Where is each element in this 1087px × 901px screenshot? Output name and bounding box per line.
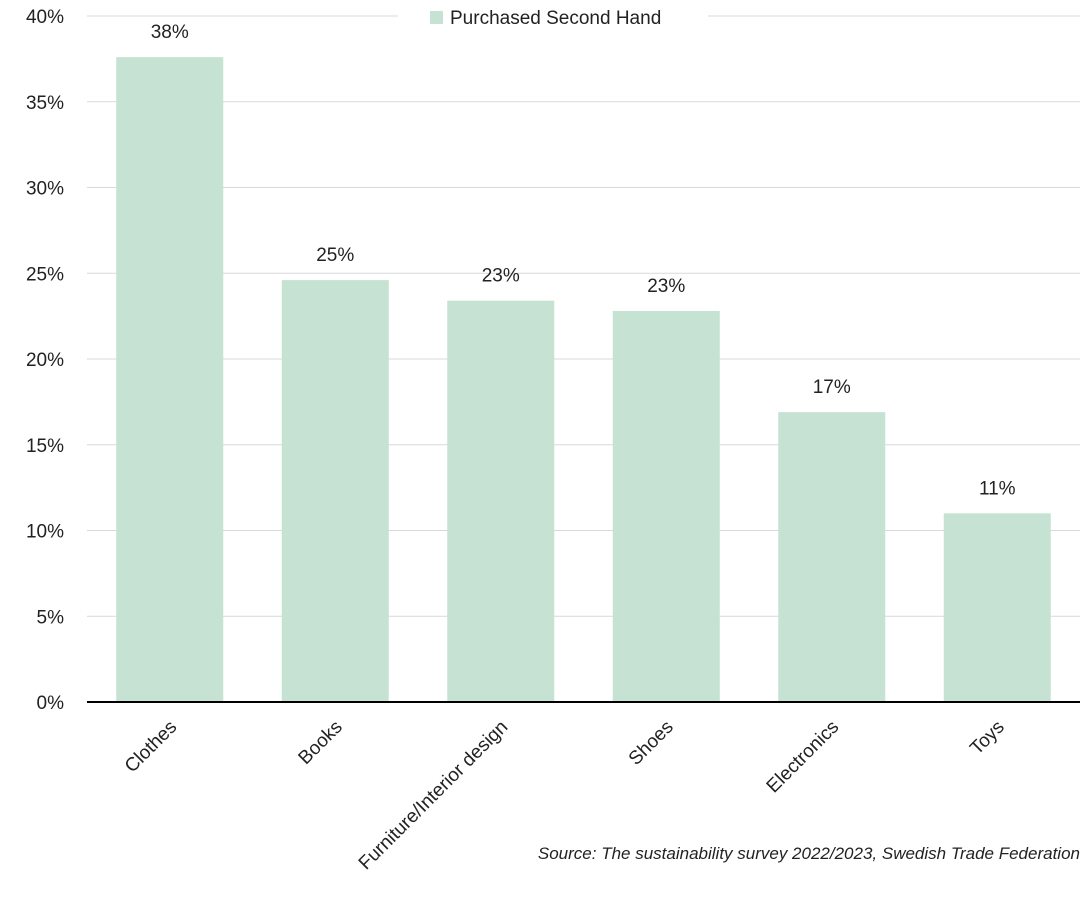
x-category-label: Toys [966,717,1008,759]
source-note: Source: The sustainability survey 2022/2… [538,844,1080,863]
bar [778,412,886,702]
y-tick-label: 20% [26,350,64,371]
bar [281,280,389,702]
data-labels: 38% 25% 23% 23% 17% 11% [151,22,1016,499]
y-tick-label: 30% [26,179,64,200]
legend: Purchased Second Hand [398,4,708,30]
data-label: 23% [647,276,685,297]
bars [116,57,1051,703]
legend-background [398,4,708,30]
y-tick-label: 15% [26,436,64,457]
bar [116,57,224,703]
x-category-label: Electronics [763,717,844,798]
legend-swatch [430,11,443,24]
y-tick-label: 40% [26,7,64,28]
data-label: 17% [813,377,851,398]
bar [943,513,1051,702]
data-label: 25% [316,245,354,266]
data-label: 11% [979,478,1016,499]
x-category-label: Furniture/Interior design [355,717,512,874]
legend-label: Purchased Second Hand [450,8,661,29]
x-category-label: Shoes [625,717,678,770]
data-label: 23% [482,266,520,287]
bar [612,310,720,702]
data-label: 38% [151,22,189,43]
y-axis-tick-labels: 0% 5% 10% 15% 20% 25% 30% 35% 40% [26,7,64,714]
y-tick-label: 10% [26,522,64,543]
y-tick-label: 25% [26,264,64,285]
x-category-label: Books [295,717,347,769]
x-category-label: Clothes [121,717,181,777]
bar [447,300,555,702]
gridlines [87,15,1080,617]
y-tick-label: 35% [26,93,64,114]
y-tick-label: 0% [37,693,65,714]
y-tick-label: 5% [37,607,65,628]
